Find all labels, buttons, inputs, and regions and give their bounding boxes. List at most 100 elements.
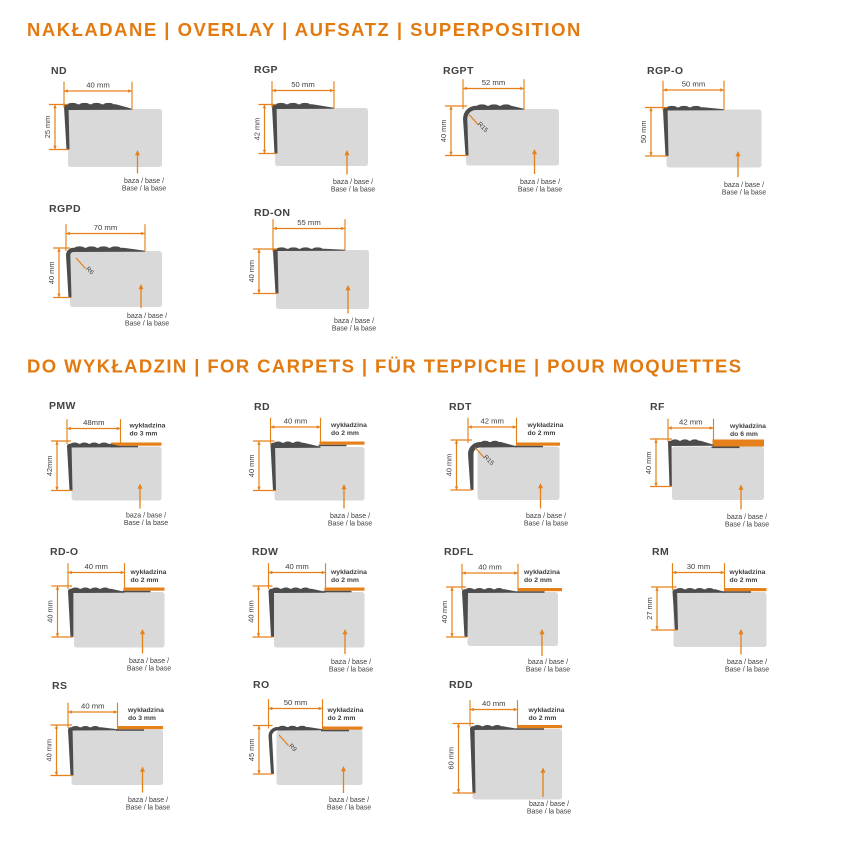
svg-text:baza / base /: baza / base / bbox=[724, 182, 764, 189]
svg-text:do 2 mm: do 2 mm bbox=[529, 715, 557, 722]
svg-text:40 mm: 40 mm bbox=[478, 563, 502, 572]
svg-text:40 mm: 40 mm bbox=[247, 260, 256, 283]
svg-text:40 mm: 40 mm bbox=[84, 562, 108, 571]
svg-text:baza / base /: baza / base / bbox=[128, 797, 168, 804]
svg-text:baza / base /: baza / base / bbox=[127, 313, 167, 320]
svg-text:Base / la base: Base / la base bbox=[126, 805, 170, 812]
svg-text:RO: RO bbox=[253, 679, 270, 691]
svg-text:RF: RF bbox=[650, 401, 665, 413]
svg-text:Base / la base: Base / la base bbox=[526, 667, 570, 674]
svg-text:wykładzina: wykładzina bbox=[129, 423, 166, 430]
svg-text:40 mm: 40 mm bbox=[482, 699, 506, 708]
svg-text:Base / la base: Base / la base bbox=[527, 809, 571, 816]
svg-text:42mm: 42mm bbox=[45, 456, 54, 477]
svg-text:Base / la base: Base / la base bbox=[524, 521, 568, 528]
svg-text:wykładzina: wykładzina bbox=[327, 707, 364, 714]
svg-text:25 mm: 25 mm bbox=[43, 116, 52, 139]
svg-text:40 mm: 40 mm bbox=[445, 454, 454, 477]
svg-text:baza / base /: baza / base / bbox=[330, 513, 370, 520]
svg-text:Base / la base: Base / la base bbox=[332, 326, 376, 333]
svg-text:baza / base /: baza / base / bbox=[727, 659, 767, 666]
svg-text:40 mm: 40 mm bbox=[86, 81, 110, 90]
svg-text:42 mm: 42 mm bbox=[253, 118, 262, 141]
svg-text:Base / la base: Base / la base bbox=[329, 667, 373, 674]
svg-text:wykładzina: wykładzina bbox=[330, 569, 367, 576]
svg-text:do 2 mm: do 2 mm bbox=[331, 577, 359, 584]
svg-text:40 mm: 40 mm bbox=[247, 455, 256, 478]
svg-text:do 6 mm: do 6 mm bbox=[730, 431, 758, 438]
svg-text:baza / base /: baza / base / bbox=[124, 178, 164, 185]
svg-text:48mm: 48mm bbox=[83, 418, 104, 427]
svg-text:wykładzina: wykładzina bbox=[729, 423, 766, 430]
svg-text:baza / base /: baza / base / bbox=[727, 514, 767, 521]
svg-text:40 mm: 40 mm bbox=[247, 600, 256, 623]
svg-text:RDW: RDW bbox=[252, 546, 278, 558]
svg-text:70 mm: 70 mm bbox=[94, 223, 118, 232]
svg-text:Base / la base: Base / la base bbox=[725, 667, 769, 674]
svg-text:RD-ON: RD-ON bbox=[254, 207, 290, 219]
svg-text:NAKŁADANE | OVERLAY | AUFSATZ: NAKŁADANE | OVERLAY | AUFSATZ | SUPERPOS… bbox=[27, 19, 582, 40]
svg-text:Base / la base: Base / la base bbox=[725, 522, 769, 529]
svg-text:40 mm: 40 mm bbox=[81, 702, 105, 711]
svg-text:baza / base /: baza / base / bbox=[331, 659, 371, 666]
svg-text:wykładzina: wykładzina bbox=[330, 422, 367, 429]
svg-text:Base / la base: Base / la base bbox=[328, 521, 372, 528]
svg-text:wykładzina: wykładzina bbox=[523, 569, 560, 576]
svg-text:30 mm: 30 mm bbox=[687, 562, 711, 571]
svg-text:do 2 mm: do 2 mm bbox=[131, 577, 159, 584]
svg-text:RGP-O: RGP-O bbox=[647, 65, 683, 77]
svg-text:do 2 mm: do 2 mm bbox=[331, 430, 359, 437]
svg-text:42 mm: 42 mm bbox=[480, 417, 504, 426]
svg-text:baza / base /: baza / base / bbox=[528, 659, 568, 666]
svg-text:RD: RD bbox=[254, 401, 270, 413]
svg-text:R9: R9 bbox=[287, 743, 298, 754]
svg-text:Base / la base: Base / la base bbox=[122, 186, 166, 193]
svg-text:baza / base /: baza / base / bbox=[129, 658, 169, 665]
svg-text:do 3 mm: do 3 mm bbox=[128, 715, 156, 722]
svg-text:baza / base /: baza / base / bbox=[529, 801, 569, 808]
svg-text:50 mm: 50 mm bbox=[639, 121, 648, 144]
svg-text:Base / la base: Base / la base bbox=[327, 805, 371, 812]
svg-text:50 mm: 50 mm bbox=[682, 80, 706, 89]
svg-text:RGP: RGP bbox=[254, 64, 278, 76]
svg-text:R6: R6 bbox=[84, 266, 95, 277]
svg-text:do 3 mm: do 3 mm bbox=[130, 431, 158, 438]
svg-text:42 mm: 42 mm bbox=[679, 418, 703, 427]
svg-text:wykładzina: wykładzina bbox=[130, 569, 167, 576]
svg-text:do 2 mm: do 2 mm bbox=[328, 715, 356, 722]
svg-text:wykładzina: wykładzina bbox=[729, 569, 766, 576]
svg-text:55 mm: 55 mm bbox=[297, 218, 321, 227]
svg-text:do 2 mm: do 2 mm bbox=[528, 430, 556, 437]
svg-text:40 mm: 40 mm bbox=[439, 120, 448, 143]
svg-text:baza / base /: baza / base / bbox=[334, 318, 374, 325]
svg-text:wykładzina: wykładzina bbox=[127, 707, 164, 714]
svg-text:baza / base /: baza / base / bbox=[333, 179, 373, 186]
svg-text:50 mm: 50 mm bbox=[291, 80, 315, 89]
svg-text:40 mm: 40 mm bbox=[285, 562, 309, 571]
svg-text:40 mm: 40 mm bbox=[284, 417, 308, 426]
svg-text:Base / la base: Base / la base bbox=[722, 190, 766, 197]
svg-text:40 mm: 40 mm bbox=[47, 262, 56, 285]
svg-text:RGPD: RGPD bbox=[49, 203, 81, 215]
svg-text:baza / base /: baza / base / bbox=[126, 513, 166, 520]
svg-text:do 2 mm: do 2 mm bbox=[524, 577, 552, 584]
svg-text:Base / la base: Base / la base bbox=[127, 666, 171, 673]
svg-text:Base / la base: Base / la base bbox=[124, 520, 168, 527]
svg-text:RD-O: RD-O bbox=[50, 546, 78, 558]
svg-text:52 mm: 52 mm bbox=[482, 78, 506, 87]
svg-text:baza / base /: baza / base / bbox=[520, 179, 560, 186]
svg-text:Base / la base: Base / la base bbox=[518, 187, 562, 194]
svg-text:PMW: PMW bbox=[49, 400, 76, 412]
svg-text:RDD: RDD bbox=[449, 679, 473, 691]
svg-text:RDT: RDT bbox=[449, 401, 472, 413]
svg-text:60 mm: 60 mm bbox=[447, 747, 456, 770]
svg-text:40 mm: 40 mm bbox=[644, 452, 653, 475]
svg-text:40 mm: 40 mm bbox=[46, 600, 55, 623]
svg-text:Base / la base: Base / la base bbox=[331, 187, 375, 194]
svg-text:do 2 mm: do 2 mm bbox=[730, 577, 758, 584]
svg-text:baza / base /: baza / base / bbox=[526, 513, 566, 520]
svg-text:45 mm: 45 mm bbox=[247, 739, 256, 762]
svg-text:RGPT: RGPT bbox=[443, 65, 474, 77]
svg-text:40 mm: 40 mm bbox=[45, 739, 54, 762]
svg-text:40 mm: 40 mm bbox=[440, 601, 449, 624]
